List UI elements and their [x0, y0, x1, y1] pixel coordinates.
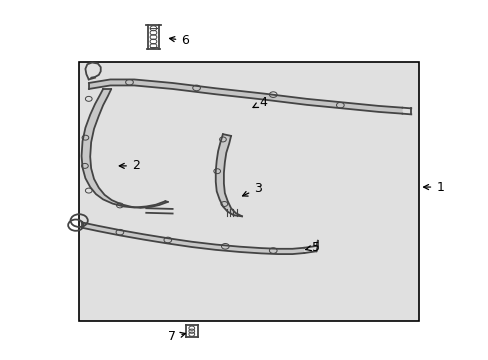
Text: 5: 5 [305, 240, 319, 253]
Text: 6: 6 [169, 34, 189, 47]
Text: 2: 2 [119, 159, 140, 172]
Polygon shape [81, 222, 304, 254]
Polygon shape [89, 80, 402, 114]
Bar [79, 62, 419, 321]
Polygon shape [81, 89, 167, 208]
Text: 4: 4 [252, 96, 266, 109]
Polygon shape [215, 134, 242, 216]
Text: 3: 3 [242, 182, 262, 196]
Text: 1: 1 [423, 181, 443, 194]
Text: 7: 7 [168, 330, 185, 343]
